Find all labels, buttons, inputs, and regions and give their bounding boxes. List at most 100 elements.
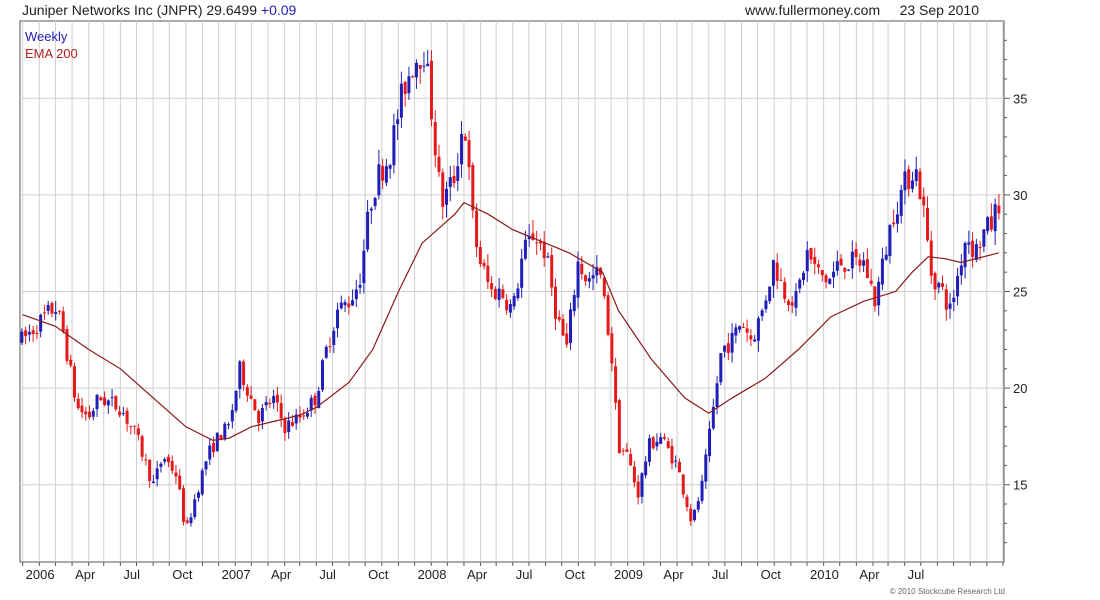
candle-up [321, 360, 325, 390]
candle-up [587, 278, 591, 282]
candle-up [392, 125, 396, 166]
candle-up [850, 251, 854, 269]
candle-up [373, 197, 377, 207]
y-tick-label: 30 [1013, 188, 1027, 203]
candle-up [294, 414, 298, 424]
candle-up [764, 300, 768, 310]
candle-up [948, 303, 952, 309]
candle-up [715, 383, 719, 408]
candle-down [84, 411, 88, 415]
candle-down [553, 286, 557, 319]
candle-down [88, 411, 92, 418]
candle-down [61, 311, 65, 332]
candle-up [704, 454, 708, 482]
candle-down [918, 171, 922, 200]
candle-up [27, 331, 31, 335]
candle-up [196, 492, 200, 498]
candle-up [414, 62, 418, 78]
x-tick-label: Jul [908, 567, 925, 582]
candle-up [711, 406, 715, 429]
candle-up [805, 250, 809, 272]
candle-down [817, 264, 821, 268]
candle-down [298, 414, 302, 418]
candle-up [369, 208, 373, 211]
candle-down [42, 312, 46, 314]
candle-up [223, 423, 227, 440]
candle-down [978, 246, 982, 248]
candle-down [103, 397, 107, 406]
candle-down [602, 277, 606, 297]
candle-up [693, 509, 697, 521]
candle-down [174, 472, 178, 477]
candle-down [786, 300, 790, 306]
candle-down [471, 165, 475, 211]
candle-down [617, 400, 621, 454]
candle-up [910, 180, 914, 189]
candle-down [144, 459, 148, 461]
candle-up [708, 428, 712, 457]
x-tick-label: Apr [467, 567, 488, 582]
candle-down [347, 303, 351, 308]
candle-down [65, 329, 69, 361]
candle-up [215, 432, 219, 451]
x-tick-label: Apr [663, 567, 684, 582]
candle-down [283, 419, 287, 434]
candle-up [888, 225, 892, 256]
candle-down [726, 343, 730, 353]
candle-up [362, 250, 366, 284]
candle-up [963, 243, 967, 268]
candle-up [591, 275, 595, 279]
candle-down [505, 299, 509, 311]
candle-up [317, 390, 321, 409]
last-price: 29.6499 [206, 2, 257, 18]
candle-up [422, 65, 426, 67]
candle-up [937, 282, 941, 288]
x-tick-label: Oct [565, 567, 586, 582]
candle-up [734, 327, 738, 336]
candle-down [542, 241, 546, 259]
candle-down [839, 258, 843, 266]
candle-down [538, 241, 542, 244]
candle-down [666, 441, 670, 448]
candle-up [332, 330, 336, 345]
candle-up [230, 410, 234, 422]
candle-down [632, 466, 636, 483]
chart-title: Juniper Networks Inc (JNPR) 29.6499 +0.0… [22, 2, 296, 18]
candle-up [200, 470, 204, 495]
candle-up [877, 281, 881, 306]
candle-down [418, 65, 422, 69]
candle-down [561, 318, 565, 336]
candle-up [189, 517, 193, 524]
candle-down [813, 256, 817, 264]
candle-down [790, 302, 794, 306]
candle-up [771, 260, 775, 286]
candle-up [895, 214, 899, 224]
candle-down [783, 281, 787, 299]
candle-up [572, 295, 576, 312]
candle-down [749, 335, 753, 340]
candle-down [501, 289, 505, 298]
candle-down [670, 446, 674, 464]
candle-down [133, 425, 137, 427]
candle-up [95, 394, 99, 410]
candle-down [475, 210, 479, 248]
candle-down [922, 196, 926, 206]
candle-down [219, 435, 223, 441]
candle-down [926, 207, 930, 241]
candle-down [381, 165, 385, 181]
candle-up [399, 83, 403, 118]
candle-down [268, 402, 272, 404]
candle-down [275, 394, 279, 403]
candle-down [50, 303, 54, 314]
x-tick-label: Oct [172, 567, 193, 582]
candle-down [181, 488, 185, 522]
candle-up [986, 217, 990, 232]
y-tick-label: 25 [1013, 285, 1027, 300]
source-site[interactable]: www.fullermoney.com [745, 2, 881, 18]
candle-up [730, 332, 734, 353]
candle-up [354, 289, 358, 300]
x-tick-label: 2009 [614, 567, 643, 582]
candle-up [208, 445, 212, 460]
candle-up [151, 481, 155, 484]
candle-up [121, 412, 125, 414]
